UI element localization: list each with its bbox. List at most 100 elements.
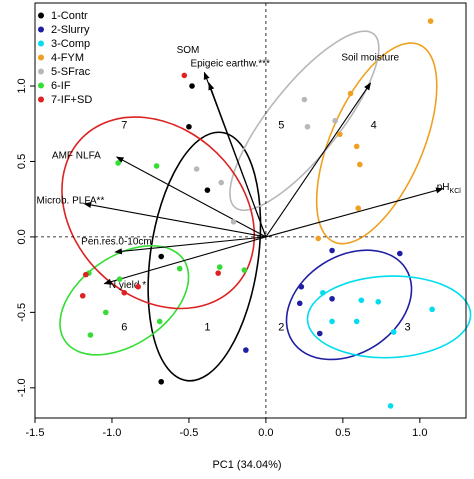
x-axis-title: PC1 (34.04%) xyxy=(212,459,281,471)
point-5-sfrac xyxy=(230,219,237,225)
ellipse-number-label-6: 6 xyxy=(121,321,127,333)
point-3-comp xyxy=(429,306,435,313)
point-7-if-sd xyxy=(121,289,128,296)
point-4-fym xyxy=(315,235,322,242)
x-tick-label: -1.5 xyxy=(26,427,45,439)
point-6-if xyxy=(176,265,183,272)
loading-vectors: Soil moisture SOM Epigeic earthw.*** pHKCl A… xyxy=(37,45,462,291)
ellipse-group-6 xyxy=(59,244,190,356)
point-6-if xyxy=(241,267,248,273)
data-points xyxy=(79,18,435,409)
point-3-comp xyxy=(329,318,335,325)
ellipse-number-label-3: 3 xyxy=(404,321,410,333)
x-tick-label: 0.0 xyxy=(258,427,273,439)
point-6-if xyxy=(153,163,160,169)
legend-label-6-if: 6-IF xyxy=(51,80,71,92)
point-6-if xyxy=(87,332,94,338)
point-6-if xyxy=(115,160,121,166)
ellipse-group-2 xyxy=(285,249,413,361)
ellipse-group-7 xyxy=(61,116,256,310)
ellipse-number-label-5: 5 xyxy=(278,119,284,131)
vector-arrow-pen-res-0-10cm xyxy=(114,236,266,255)
point-2-slurry xyxy=(329,295,335,302)
point-4-fym xyxy=(347,90,354,97)
point-2-slurry xyxy=(243,347,249,353)
legend-label-5-sfrac: 5-SFrac xyxy=(51,66,91,78)
point-4-fym xyxy=(336,131,343,138)
legend-marker-1-contr xyxy=(38,12,44,19)
point-6-if xyxy=(116,276,123,282)
legend-marker-2-slurry xyxy=(38,26,44,33)
point-3-comp xyxy=(375,299,382,305)
point-2-slurry xyxy=(296,300,303,307)
vector-label-subscript: KCl xyxy=(450,188,462,195)
point-3-comp xyxy=(387,403,394,409)
ellipse-number-labels: 1 2 3 4 5 6 7 xyxy=(121,119,410,333)
ellipse-layer xyxy=(59,30,472,382)
point-5-sfrac xyxy=(304,123,311,130)
point-7-if-sd xyxy=(82,271,89,278)
point-2-slurry xyxy=(329,247,335,254)
point-1-contr xyxy=(204,187,211,193)
point-6-if xyxy=(156,318,163,325)
y-tick-label: -0.5 xyxy=(16,303,28,322)
y-tick-label: 0.5 xyxy=(16,154,28,169)
point-5-sfrac xyxy=(193,166,200,172)
point-2-slurry xyxy=(397,250,403,257)
point-3-comp xyxy=(358,297,365,304)
point-1-contr xyxy=(158,253,165,260)
vector-arrow-soil-moisture xyxy=(265,82,372,238)
vector-arrow-n-yield xyxy=(103,236,267,285)
x-tick-label: 0.5 xyxy=(335,427,350,439)
point-5-sfrac xyxy=(218,179,225,186)
vector-arrow-ph xyxy=(265,187,444,238)
y-tick-label: 1.0 xyxy=(16,78,28,93)
point-7-if-sd xyxy=(181,72,188,79)
axes: -1.5 -1.0 -0.5 0.0 0.5 1.0 -1.0 -0.5 0.0 0.5 1.0 xyxy=(16,2,467,439)
legend-marker-6-if xyxy=(38,82,44,89)
point-7-if-sd xyxy=(215,270,221,276)
x-tick-label: -1.0 xyxy=(102,427,121,439)
legend: 1-Contr 2-Slurry 3-Comp 4-FYM 5-SFrac 6-IF 7-I… xyxy=(38,10,92,106)
legend-label-2-slurry: 2-Slurry xyxy=(51,24,90,36)
point-5-sfrac xyxy=(301,96,308,103)
point-4-fym xyxy=(427,18,434,24)
ellipse-group-4 xyxy=(315,42,438,245)
legend-marker-4-fym xyxy=(38,54,44,61)
legend-label-1-contr: 1-Contr xyxy=(51,10,88,22)
y-tick-label: 0.0 xyxy=(16,229,28,244)
vector-label-pen-res-0-10cm: Pen.res.0-10cm xyxy=(81,236,152,247)
point-3-comp xyxy=(390,329,397,335)
point-1-contr xyxy=(189,83,195,89)
legend-label-3-comp: 3-Comp xyxy=(51,38,90,50)
point-5-sfrac xyxy=(332,117,338,124)
legend-label-4-fym: 4-FYM xyxy=(51,52,84,64)
ellipse-number-label-4: 4 xyxy=(371,119,377,131)
vector-arrow-epigeic-earthw xyxy=(208,82,267,238)
vector-label-soil-moisture: Soil moisture xyxy=(341,52,399,63)
ellipse-number-label-7: 7 xyxy=(121,119,127,131)
legend-label-7-if-sd: 7-IF+SD xyxy=(51,94,92,106)
point-4-fym xyxy=(355,205,362,212)
ellipse-group-3 xyxy=(306,275,472,359)
ellipse-number-label-2: 2 xyxy=(278,321,284,333)
point-4-fym xyxy=(353,143,360,150)
point-3-comp xyxy=(353,318,360,325)
point-1-contr xyxy=(186,123,192,130)
point-6-if xyxy=(103,309,109,316)
legend-marker-7-if-sd xyxy=(38,96,44,103)
point-7-if-sd xyxy=(135,283,141,290)
point-6-if xyxy=(216,264,223,270)
vector-label-microb-plfa: Microb. PLFA** xyxy=(37,196,105,207)
legend-marker-5-sfrac xyxy=(38,68,44,75)
point-1-contr xyxy=(158,378,165,385)
vector-label-epigeic-earthw: Epigeic earthw.*** xyxy=(190,58,270,69)
vector-label-som: SOM xyxy=(177,45,200,56)
point-2-slurry xyxy=(316,330,323,337)
point-7-if-sd xyxy=(79,292,86,299)
vector-label-n-yield: N yield * xyxy=(109,280,146,291)
point-3-comp xyxy=(320,289,326,296)
y-tick-label: -1.0 xyxy=(16,378,28,397)
